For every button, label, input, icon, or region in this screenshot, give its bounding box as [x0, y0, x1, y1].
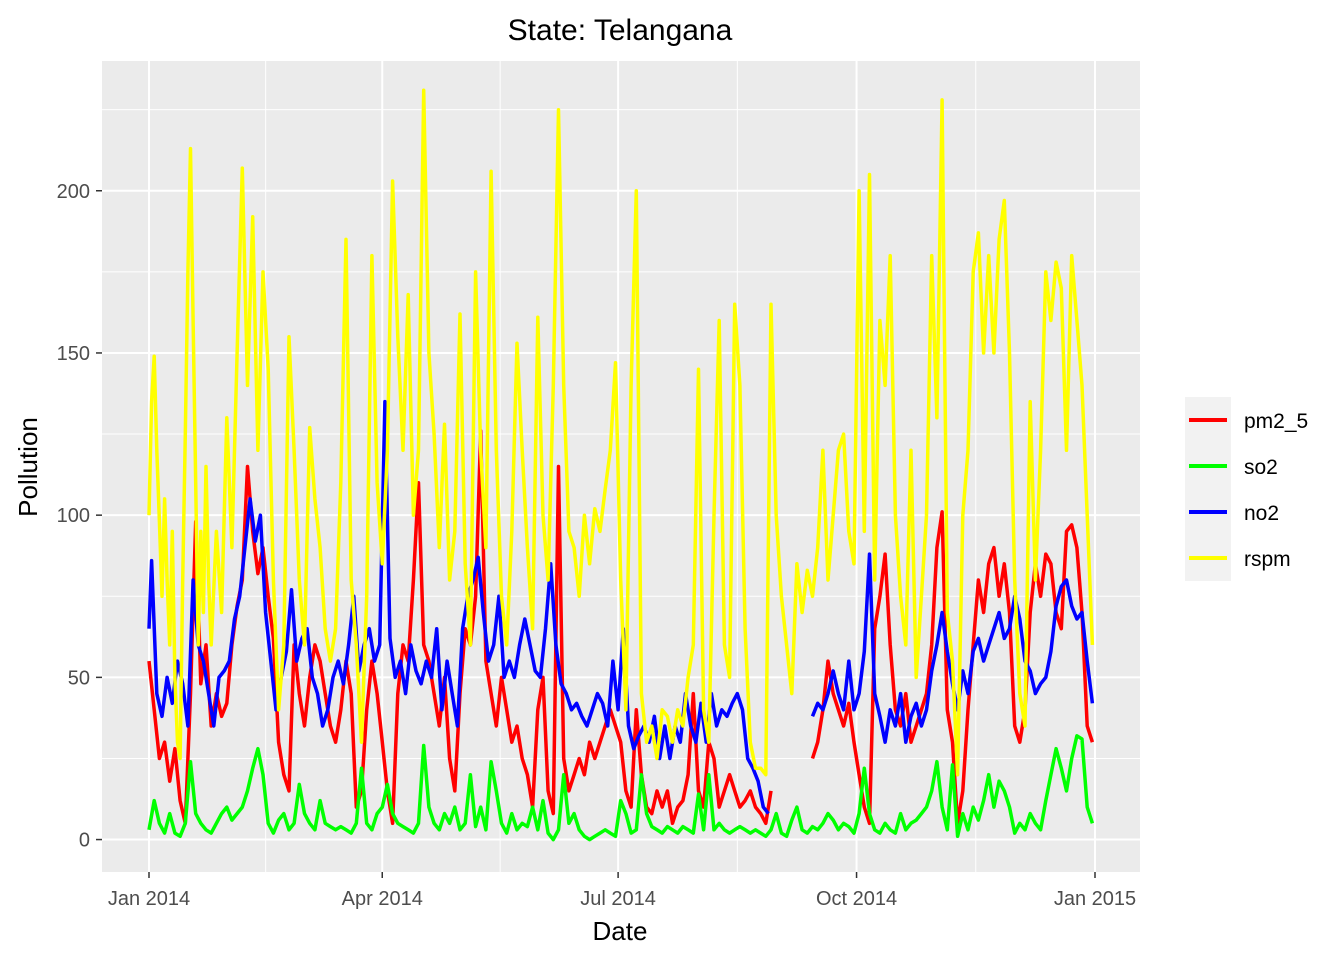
series-line-pm2_5: [810, 510, 1095, 826]
y-tick-label: 50: [68, 667, 90, 689]
x-tick-label: Apr 2014: [342, 888, 423, 910]
legend-label-pm2_5: pm2_5: [1244, 410, 1308, 433]
legend-key-background: [1185, 397, 1231, 581]
y-axis: 0 50 100 150 200: [57, 181, 102, 852]
series-layer: [147, 88, 1095, 842]
y-axis-title: Pollution: [13, 417, 43, 517]
legend: pm2_5 so2 no2 rspm: [1185, 397, 1308, 581]
y-tick-label: 0: [79, 830, 90, 852]
series-line-so2: [147, 734, 1095, 842]
legend-label-no2: no2: [1244, 502, 1279, 525]
chart-title: State: Telangana: [508, 14, 733, 47]
y-tick-label: 100: [57, 505, 90, 527]
legend-label-rspm: rspm: [1244, 548, 1291, 571]
x-axis-title: Date: [593, 916, 648, 946]
x-axis: Jan 2014 Apr 2014 Jul 2014 Oct 2014 Jan 2015: [108, 872, 1136, 910]
x-tick-label: Oct 2014: [816, 888, 897, 910]
x-tick-label: Jan 2015: [1054, 888, 1136, 910]
y-tick-label: 150: [57, 343, 90, 365]
y-tick-label: 200: [57, 181, 90, 203]
x-tick-label: Jul 2014: [580, 888, 656, 910]
series-line-no2: [147, 399, 770, 815]
x-tick-label: Jan 2014: [108, 888, 190, 910]
series-line-rspm: [147, 88, 1095, 777]
legend-label-so2: so2: [1244, 456, 1278, 479]
